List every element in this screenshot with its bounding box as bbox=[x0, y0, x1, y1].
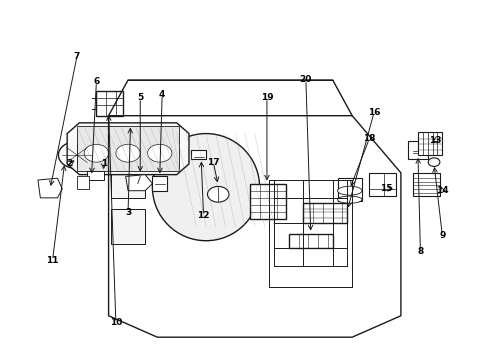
Text: 3: 3 bbox=[125, 208, 131, 217]
Text: 15: 15 bbox=[380, 184, 392, 193]
Ellipse shape bbox=[338, 186, 362, 195]
Text: 5: 5 bbox=[137, 93, 144, 102]
Text: 18: 18 bbox=[363, 134, 375, 143]
Bar bbox=[111, 208, 145, 244]
Text: 20: 20 bbox=[300, 76, 312, 85]
Bar bbox=[97, 91, 123, 116]
Ellipse shape bbox=[152, 134, 260, 241]
Bar bbox=[413, 173, 440, 196]
Polygon shape bbox=[38, 178, 62, 198]
Text: 12: 12 bbox=[197, 211, 210, 220]
Text: 17: 17 bbox=[207, 158, 220, 167]
Bar bbox=[338, 178, 362, 202]
Bar bbox=[77, 176, 89, 189]
Bar bbox=[152, 176, 167, 191]
Text: 6: 6 bbox=[93, 77, 99, 86]
Circle shape bbox=[116, 144, 140, 162]
Text: 14: 14 bbox=[436, 186, 449, 195]
Bar bbox=[303, 203, 347, 223]
Bar bbox=[250, 184, 287, 219]
Bar bbox=[408, 141, 428, 158]
Polygon shape bbox=[125, 175, 152, 191]
Text: 9: 9 bbox=[439, 231, 445, 240]
Bar bbox=[369, 173, 396, 196]
Text: 1: 1 bbox=[100, 159, 107, 168]
Ellipse shape bbox=[338, 196, 362, 203]
Text: 4: 4 bbox=[159, 90, 165, 99]
Text: 11: 11 bbox=[46, 256, 59, 265]
Text: 19: 19 bbox=[261, 93, 273, 102]
Circle shape bbox=[58, 141, 96, 168]
Text: 16: 16 bbox=[368, 108, 380, 117]
Text: 2: 2 bbox=[67, 159, 73, 168]
Text: 10: 10 bbox=[110, 318, 122, 327]
Circle shape bbox=[207, 186, 229, 202]
Text: 13: 13 bbox=[429, 136, 441, 145]
Circle shape bbox=[147, 144, 172, 162]
Text: 7: 7 bbox=[74, 52, 80, 61]
Bar bbox=[111, 155, 145, 198]
Text: 8: 8 bbox=[417, 247, 423, 256]
Bar bbox=[289, 234, 333, 248]
Bar bbox=[418, 132, 442, 155]
Circle shape bbox=[84, 144, 109, 162]
Bar bbox=[192, 150, 206, 158]
Polygon shape bbox=[67, 123, 189, 175]
Circle shape bbox=[428, 158, 440, 166]
Bar bbox=[77, 126, 179, 171]
Polygon shape bbox=[87, 171, 104, 180]
